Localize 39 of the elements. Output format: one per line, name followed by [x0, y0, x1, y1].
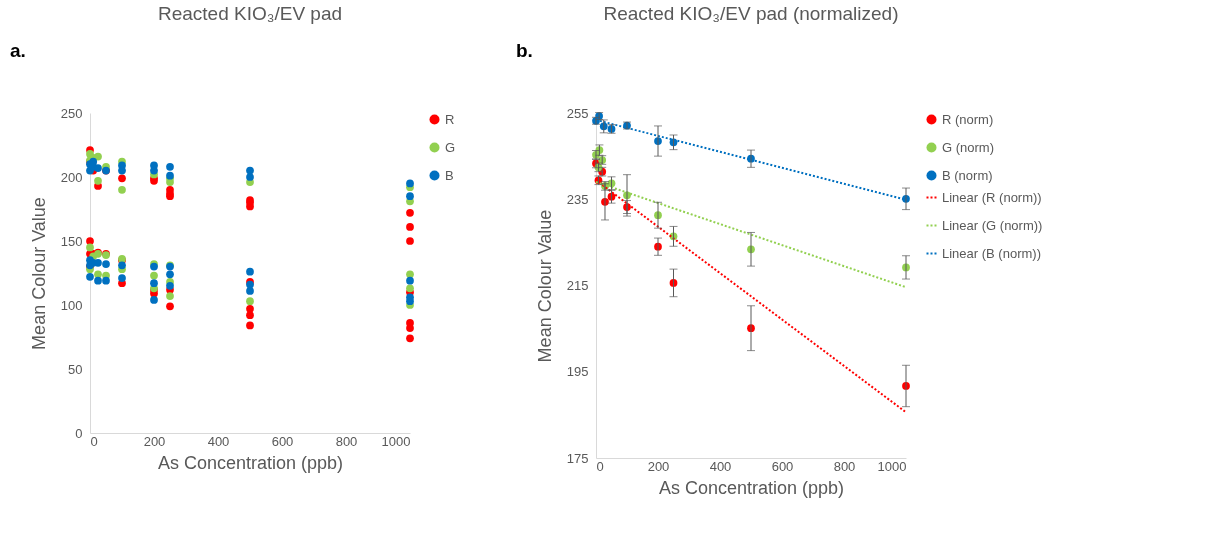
chart-title: Reacted KIO₃/EV pad — [157, 3, 343, 24]
x-tick-label: 0 — [90, 433, 98, 449]
y-tick-label: 200 — [60, 169, 83, 185]
x-axis-title: As Concentration (ppb) — [157, 452, 344, 473]
x-tick-label: 400 — [207, 433, 230, 449]
y-tick-label: 195 — [566, 364, 589, 380]
y-tick-label: 100 — [60, 297, 83, 313]
text: b. — [516, 40, 533, 61]
legend-label: Linear (G (norm)) — [942, 217, 1043, 233]
y-axis-title: Mean Colour Value — [534, 209, 555, 363]
legend-label: G — [445, 139, 456, 155]
legend-label: Linear (B (norm)) — [942, 245, 1041, 261]
x-tick-label: 0 — [596, 458, 604, 474]
legend-label: G (norm) — [942, 139, 994, 155]
y-tick-label: 235 — [566, 191, 589, 207]
x-tick-label: 600 — [771, 458, 794, 474]
y-tick-label: 175 — [566, 450, 589, 466]
x-tick-label: 600 — [271, 433, 294, 449]
chart-title: Reacted KIO₃/EV pad (normalized) — [603, 3, 899, 24]
y-axis-title: Mean Colour Value — [28, 197, 49, 350]
x-tick-label: 1000 — [381, 433, 411, 449]
y-tick-label: 250 — [60, 105, 83, 121]
y-tick-label: 255 — [566, 105, 589, 121]
x-tick-label: 400 — [709, 458, 732, 474]
legend-label: B (norm) — [942, 167, 993, 183]
x-tick-label: 800 — [833, 458, 856, 474]
legend-label: B — [445, 167, 454, 183]
legend-label: R — [445, 111, 455, 127]
x-tick-label: 200 — [143, 433, 166, 449]
y-tick-label: 215 — [566, 278, 589, 293]
x-tick-label: 800 — [335, 433, 358, 449]
x-tick-label: 200 — [647, 458, 670, 474]
x-tick-label: 1000 — [877, 458, 907, 474]
text: a. — [10, 40, 26, 61]
legend-label: Linear (R (norm)) — [942, 189, 1042, 205]
legend-label: R (norm) — [942, 111, 994, 127]
y-tick-label: 150 — [60, 233, 83, 249]
x-axis-title: As Concentration (ppb) — [658, 477, 845, 498]
y-tick-label: 50 — [68, 361, 83, 377]
